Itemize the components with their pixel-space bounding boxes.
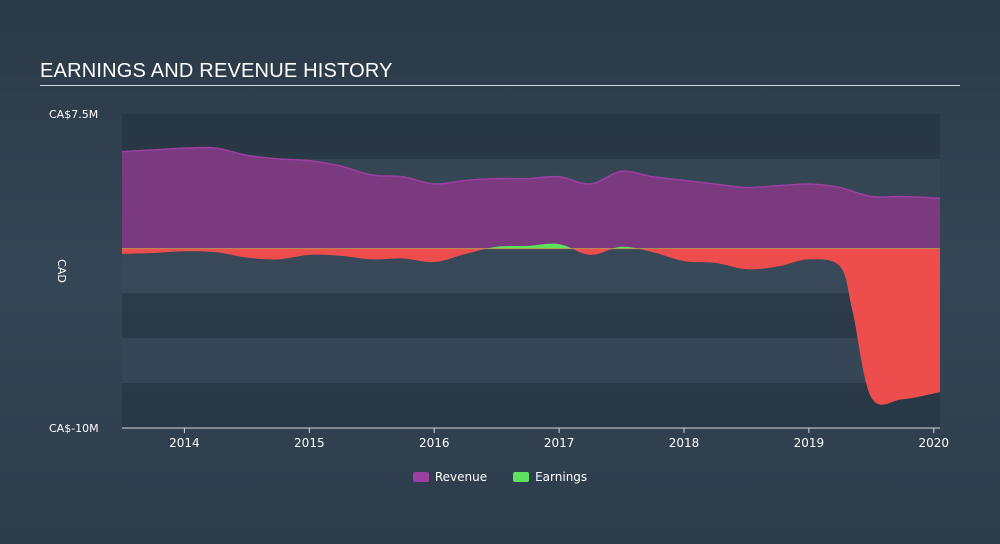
legend-item-earnings[interactable]: Earnings: [513, 470, 587, 484]
legend-label-revenue: Revenue: [434, 470, 488, 484]
background-band: [122, 293, 940, 339]
background-band: [122, 383, 940, 428]
chart-title: EARNINGS AND REVENUE HISTORY: [40, 60, 393, 82]
earnings-area-negative: [122, 248, 940, 405]
legend-label-earnings: Earnings: [535, 470, 588, 484]
axes: 2014 2015 2016 2017 2018 2019 2020: [122, 427, 949, 450]
series-areas: [121, 146, 941, 405]
revenue-area: [122, 147, 940, 249]
y-tick-label-top: CA$7.5M: [49, 108, 98, 121]
earnings-area-positive: [122, 243, 940, 249]
legend: Revenue Earnings: [0, 470, 1000, 484]
legend-item-revenue[interactable]: Revenue: [412, 470, 488, 484]
x-tick-label: 2017: [544, 436, 575, 450]
x-tick-label: 2014: [169, 436, 200, 450]
x-tick-label: 2016: [419, 436, 450, 450]
y-tick-label-bottom: CA$-10M: [49, 422, 99, 435]
x-tick-label: 2015: [294, 436, 325, 450]
y-axis-label: CAD: [55, 259, 68, 283]
legend-swatch-revenue: [412, 472, 429, 482]
legend-swatch-earnings: [513, 472, 530, 482]
x-tick-label: 2019: [794, 436, 825, 450]
x-tick-label: 2018: [669, 436, 700, 450]
background-band: [122, 338, 940, 384]
revenue-line: [121, 146, 941, 200]
x-tick-label: 2020: [918, 436, 949, 450]
background-band: [122, 114, 940, 159]
title-divider: [40, 85, 960, 86]
